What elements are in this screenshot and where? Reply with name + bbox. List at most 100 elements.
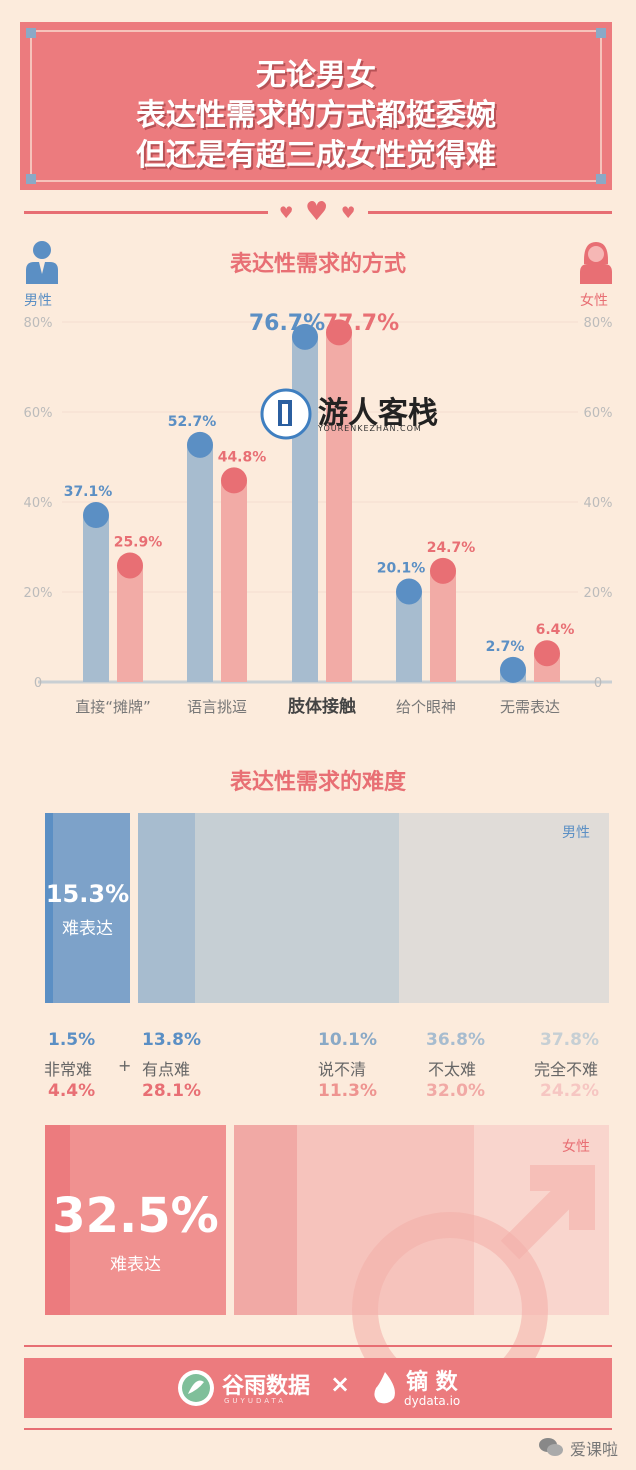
cat-not-very-hard: 不太难 — [428, 1060, 477, 1079]
methods-bar-chart: 0 0 20% 20% 40% 40% 60% 60% 80% 80% 37.1% 25.9% 直接“摊… — [24, 311, 613, 717]
y-tick-right: 0 — [594, 676, 602, 691]
brand2-name: 镝 数 — [406, 1370, 458, 1395]
divider-left — [24, 211, 268, 214]
banner-corner — [596, 28, 606, 38]
heart-icon: ♥ — [305, 197, 329, 227]
y-tick-right: 40% — [584, 496, 613, 511]
y-tick-left: 0 — [34, 676, 42, 691]
female-hard-total: 32.5% — [52, 1188, 219, 1244]
female-tag: 女性 — [562, 1139, 590, 1155]
guyu-logo-icon — [178, 1370, 214, 1406]
female-bar-dot — [326, 319, 352, 346]
male-value-very-hard: 1.5% — [48, 1030, 96, 1050]
female-very-hard-segment — [45, 1125, 70, 1315]
y-tick-left: 40% — [24, 496, 53, 511]
footer-divider-top — [24, 1345, 612, 1347]
title-line-2: 表达性需求的方式都挺委婉 — [136, 98, 496, 133]
female-value-unclear: 11.3% — [318, 1081, 377, 1101]
male-value-somewhat-hard: 13.8% — [142, 1030, 201, 1050]
cat-not-hard: 完全不难 — [534, 1060, 599, 1079]
male-bar-dot — [500, 656, 526, 683]
male-bar-dot — [83, 502, 109, 529]
y-tick-right: 20% — [584, 586, 613, 601]
heart-icon: ♥ — [279, 203, 294, 222]
female-bar-dot — [430, 557, 456, 584]
x-category-label: 语言挑逗 — [187, 698, 247, 716]
female-data-label: 77.7% — [323, 311, 399, 336]
male-data-label: 52.7% — [168, 414, 217, 430]
section-title-difficulty: 表达性需求的难度 — [229, 770, 406, 795]
divider-right — [368, 211, 612, 214]
female-bar-dot — [117, 552, 143, 579]
banner-corner — [26, 174, 36, 184]
x-category-label: 直接“摊牌” — [75, 698, 151, 716]
footer-divider-bottom — [24, 1428, 612, 1430]
male-somewhat-hard-segment — [53, 813, 130, 1003]
male-not-hard-segment — [399, 813, 609, 1003]
female-somewhat-hard-segment — [70, 1125, 226, 1315]
x-category-label: 给个眼神 — [396, 698, 456, 716]
female-label: 女性 — [580, 293, 608, 309]
watermark-url: YOURENKEZHAN.COM — [318, 424, 422, 433]
male-label: 男性 — [24, 293, 52, 309]
male-bar — [187, 444, 213, 682]
male-bar-dot — [187, 431, 213, 458]
x-category-label: 无需表达 — [500, 698, 560, 716]
male-not-very-hard-segment — [195, 813, 399, 1003]
cat-very-hard: 非常难 — [44, 1060, 93, 1079]
brand1-sub: GUYUDATA — [224, 1397, 286, 1405]
heart-icon: ♥ — [341, 203, 356, 222]
male-value-unclear: 10.1% — [318, 1030, 377, 1050]
section-title-methods: 表达性需求的方式 — [229, 252, 406, 277]
page-title: 无论男女 表达性需求的方式都挺委婉 但还是有超三成女性觉得难 — [20, 56, 612, 176]
banner-frame — [30, 30, 602, 182]
watermark-logo-icon — [260, 388, 312, 440]
female-bar-dot — [534, 640, 560, 667]
female-value-not-hard: 24.2% — [540, 1081, 599, 1101]
brand2-sub: dydata.io — [404, 1394, 461, 1408]
female-hard-label: 难表达 — [110, 1255, 161, 1275]
x-category-label: 肢体接触 — [288, 696, 356, 717]
male-hard-label: 难表达 — [62, 919, 113, 939]
female-bar — [117, 565, 143, 682]
wechat-icon — [539, 1438, 563, 1456]
male-data-label: 37.1% — [64, 484, 113, 500]
female-data-label: 24.7% — [427, 540, 476, 556]
brand1-name: 谷雨数据 — [222, 1374, 311, 1399]
female-person-icon — [580, 242, 612, 284]
male-tag: 男性 — [562, 825, 590, 841]
female-value-very-hard: 4.4% — [48, 1081, 96, 1101]
female-bar — [221, 480, 247, 682]
female-value-somewhat-hard: 28.1% — [142, 1081, 201, 1101]
male-data-label: 20.1% — [377, 561, 426, 577]
male-value-not-hard: 37.8% — [540, 1030, 599, 1050]
male-data-label: 2.7% — [486, 639, 525, 655]
banner-corner — [26, 28, 36, 38]
female-value-not-very-hard: 32.0% — [426, 1081, 485, 1101]
watermark: 游人客栈 YOURENKEZHAN.COM — [260, 386, 450, 442]
y-tick-left: 60% — [24, 406, 53, 421]
dydata-logo-icon — [374, 1372, 395, 1404]
male-person-icon — [26, 241, 58, 284]
times-sign: × — [330, 1370, 351, 1398]
banner-corner — [596, 174, 606, 184]
male-unclear-segment — [138, 813, 195, 1003]
cat-unclear: 说不清 — [318, 1060, 367, 1079]
female-bar — [430, 570, 456, 682]
title-line-1: 无论男女 — [256, 58, 376, 93]
female-unclear-segment — [234, 1125, 297, 1315]
y-tick-right: 60% — [584, 406, 613, 421]
plus-sign: + — [118, 1056, 132, 1075]
male-hard-total: 15.3% — [45, 880, 130, 908]
male-data-label: 76.7% — [249, 311, 325, 336]
y-tick-right: 80% — [584, 316, 613, 331]
footer-bar: 谷雨数据 GUYUDATA × 镝 数 dydata.io — [24, 1358, 612, 1418]
male-bar — [396, 591, 422, 682]
male-bar-dot — [292, 323, 318, 350]
male-very-hard-segment — [45, 813, 53, 1003]
female-data-label: 25.9% — [114, 534, 163, 550]
female-data-label: 44.8% — [218, 449, 267, 465]
watermark-name: 游人客栈 — [318, 396, 438, 431]
female-bar — [326, 332, 352, 682]
male-value-not-very-hard: 36.8% — [426, 1030, 485, 1050]
